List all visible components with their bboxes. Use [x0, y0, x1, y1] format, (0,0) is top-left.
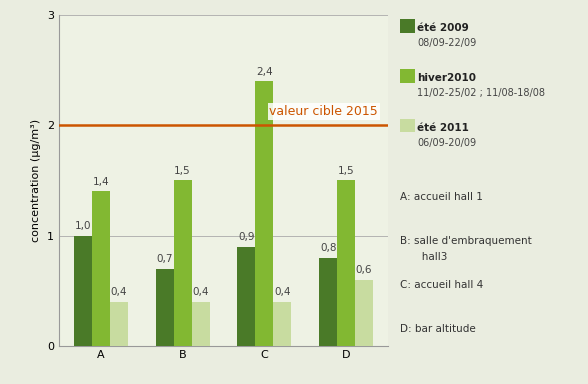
Bar [337, 180, 355, 346]
Text: 0,4: 0,4 [192, 287, 209, 297]
Text: 2,4: 2,4 [256, 67, 273, 77]
Bar [156, 268, 173, 346]
Bar [192, 301, 209, 346]
Text: A: accueil hall 1: A: accueil hall 1 [400, 192, 483, 202]
Text: 1,5: 1,5 [338, 166, 355, 176]
Bar [255, 81, 273, 346]
Text: 1,5: 1,5 [174, 166, 191, 176]
Text: été 2011: été 2011 [417, 123, 469, 133]
Bar [173, 180, 192, 346]
Text: 0,4: 0,4 [274, 287, 290, 297]
Text: 1,0: 1,0 [75, 221, 91, 231]
Text: 0,7: 0,7 [156, 254, 173, 264]
Text: 06/09-20/09: 06/09-20/09 [417, 138, 477, 148]
Text: 1,4: 1,4 [92, 177, 109, 187]
Text: été 2009: été 2009 [417, 23, 469, 33]
Text: D: bar altitude: D: bar altitude [400, 324, 476, 334]
Text: 11/02-25/02 ; 11/08-18/08: 11/02-25/02 ; 11/08-18/08 [417, 88, 546, 98]
Text: 0,8: 0,8 [320, 243, 336, 253]
Text: C: accueil hall 4: C: accueil hall 4 [400, 280, 483, 290]
Bar [92, 192, 110, 346]
Bar [319, 258, 337, 346]
Bar [355, 280, 373, 346]
Bar [273, 301, 291, 346]
Text: 0,6: 0,6 [356, 265, 372, 275]
Text: 0,9: 0,9 [238, 232, 255, 242]
Bar [238, 247, 255, 346]
Text: hiver2010: hiver2010 [417, 73, 476, 83]
Text: 0,4: 0,4 [111, 287, 127, 297]
Text: valeur cible 2015: valeur cible 2015 [269, 105, 378, 118]
Bar [110, 301, 128, 346]
Bar [74, 235, 92, 346]
Y-axis label: concentration (µg/m³): concentration (µg/m³) [31, 119, 41, 242]
Text: hall3: hall3 [412, 252, 447, 262]
Text: B: salle d'embraquement: B: salle d'embraquement [400, 236, 532, 246]
Text: 08/09-22/09: 08/09-22/09 [417, 38, 477, 48]
